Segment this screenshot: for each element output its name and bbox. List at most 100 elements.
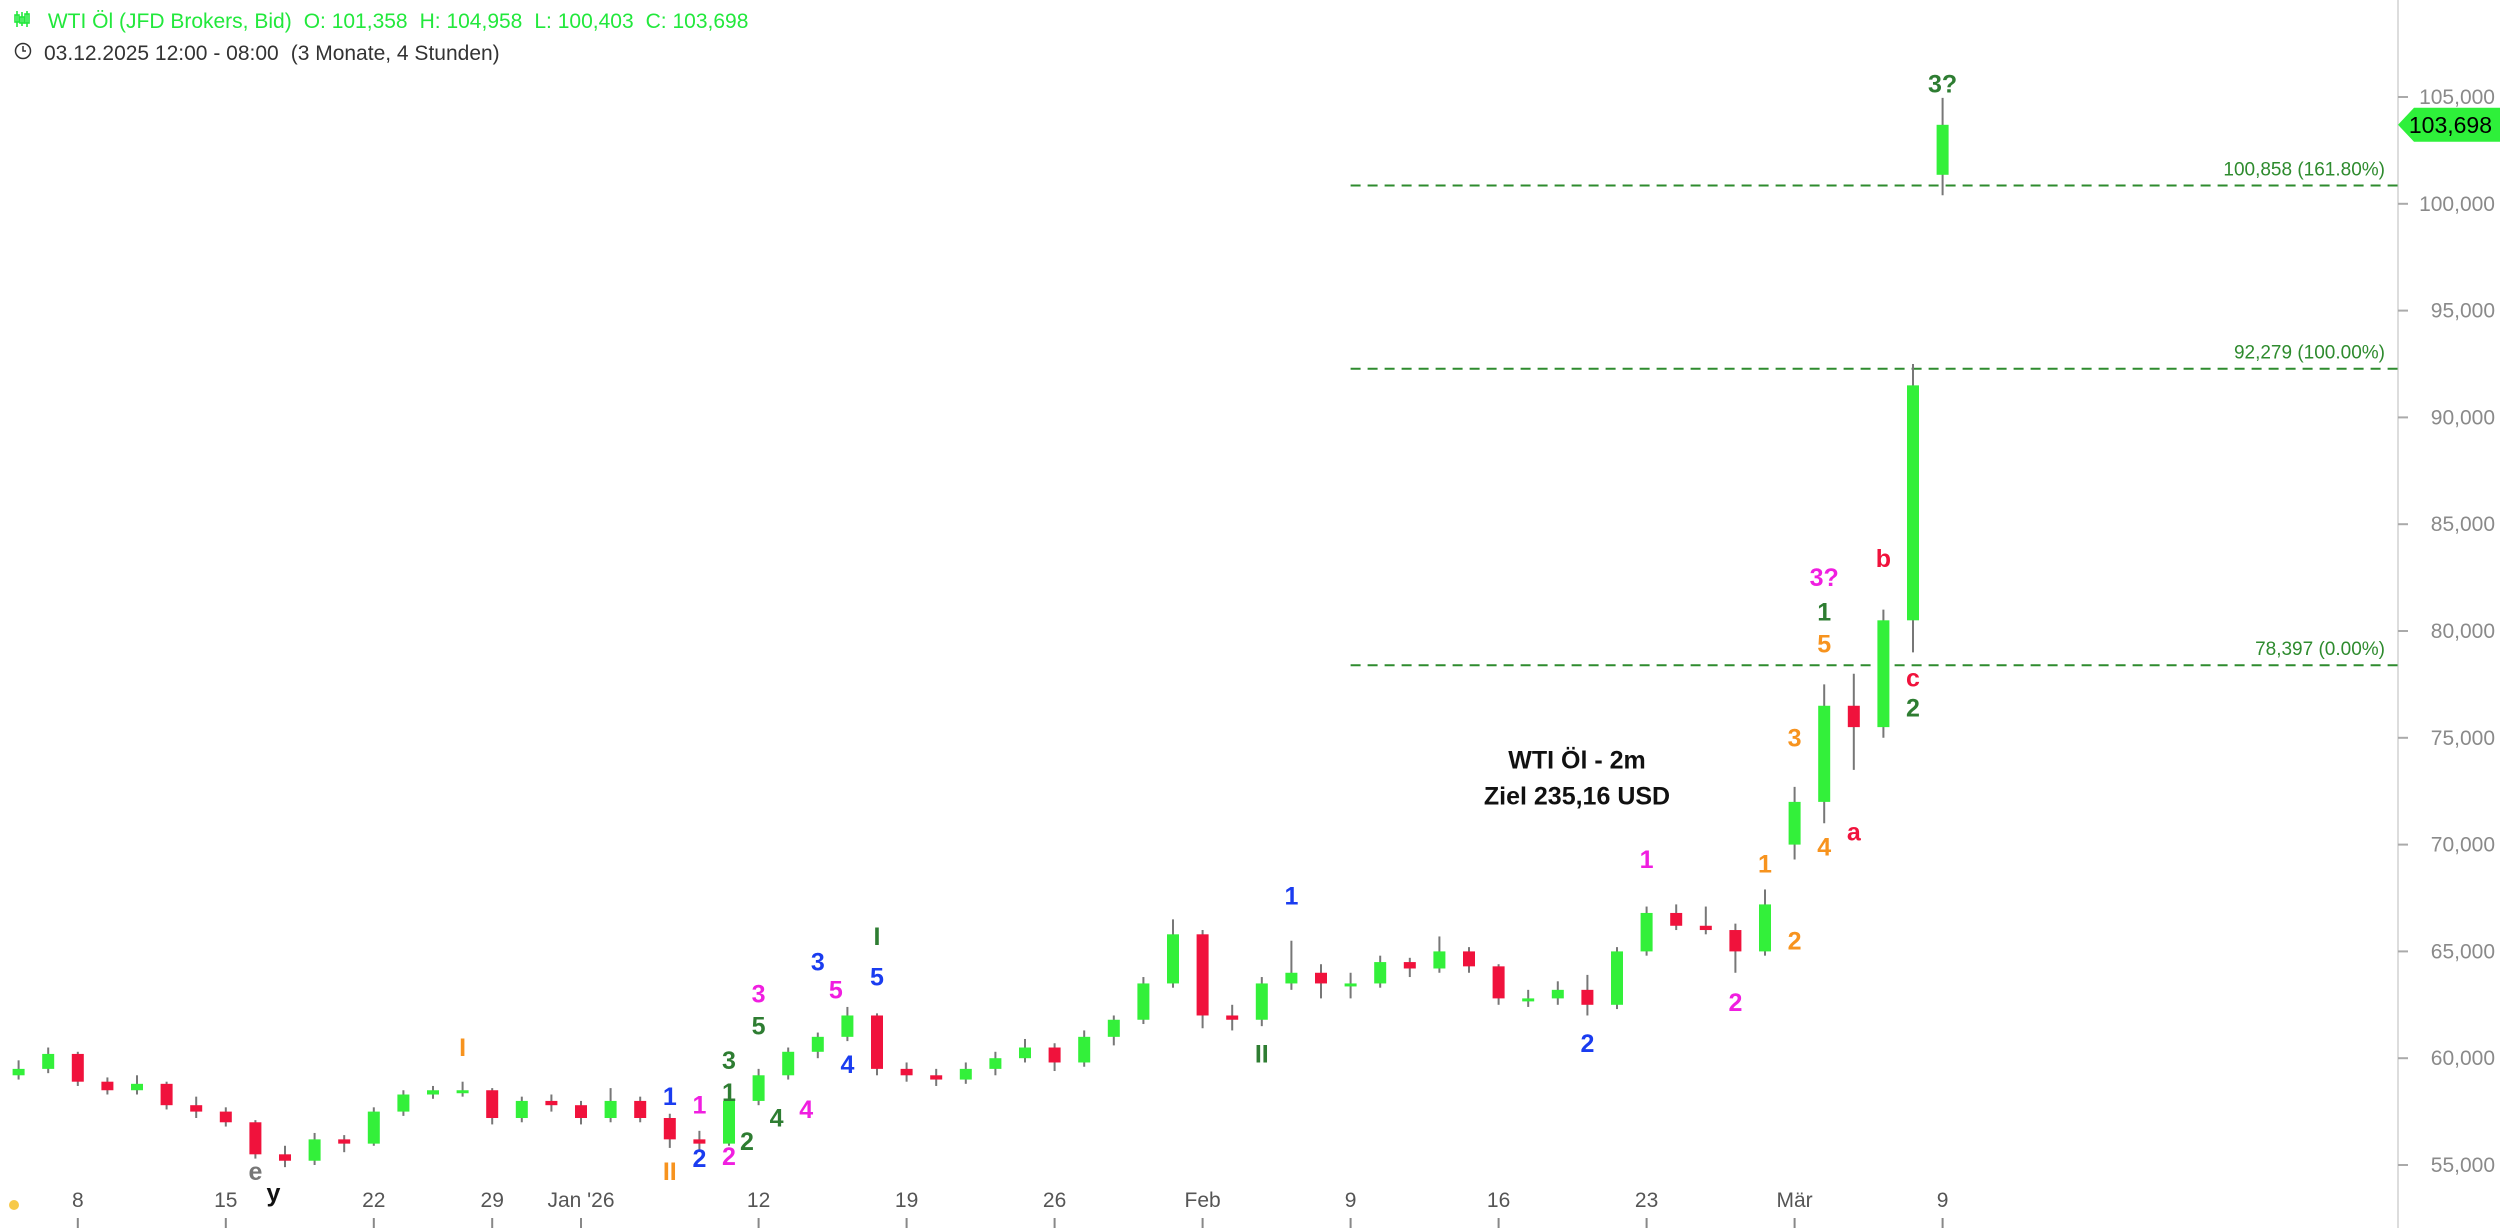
ohlc-low: L: 100,403 xyxy=(534,10,634,33)
candle-body xyxy=(42,1053,55,1069)
wave-label: 3 xyxy=(722,1047,736,1075)
wave-label: 1 xyxy=(663,1083,677,1111)
y-tick-label: 85,000 xyxy=(2431,513,2495,536)
fib-level-label: 100,858 (161.80%) xyxy=(2223,159,2385,180)
candle-body xyxy=(486,1090,499,1119)
wave-label: 5 xyxy=(1817,630,1831,658)
candle-body xyxy=(1847,705,1860,728)
wave-label: c xyxy=(1906,665,1920,693)
x-tick-label: Feb xyxy=(1185,1189,1221,1212)
wave-label: 3 xyxy=(1788,724,1802,752)
candle-body xyxy=(249,1122,262,1155)
x-tick-label: 8 xyxy=(72,1189,84,1212)
candle-body xyxy=(1492,966,1505,999)
wave-label: II xyxy=(1255,1040,1269,1068)
candle-body xyxy=(1907,385,1919,621)
wave-label: I xyxy=(874,923,881,951)
wave-label: 1 xyxy=(692,1092,706,1120)
candle-body xyxy=(723,1100,735,1144)
wave-label: 1 xyxy=(1284,882,1298,910)
candle-body xyxy=(190,1105,203,1112)
wave-label: 2 xyxy=(692,1145,706,1173)
candle-body xyxy=(989,1058,1002,1069)
candle-body xyxy=(663,1118,676,1140)
candle-body xyxy=(1167,934,1179,984)
wave-label: a xyxy=(1847,818,1862,846)
candle-body xyxy=(160,1083,173,1106)
candle-body xyxy=(1226,1015,1239,1020)
candle-body xyxy=(1759,904,1771,952)
candle-body xyxy=(1285,972,1298,984)
candle-body xyxy=(1374,962,1387,984)
fib-level-label: 92,279 (100.00%) xyxy=(2234,343,2385,364)
y-tick-label: 100,000 xyxy=(2419,193,2495,216)
candle-body xyxy=(1463,951,1475,967)
y-tick-label: 105,000 xyxy=(2419,86,2495,109)
candle-body xyxy=(279,1154,291,1161)
y-tick-label: 70,000 xyxy=(2431,834,2495,857)
y-tick-label: 55,000 xyxy=(2431,1154,2495,1177)
candle-body xyxy=(1078,1036,1091,1063)
candle-body xyxy=(1137,983,1150,1020)
candle-body xyxy=(1551,989,1564,999)
candle-body xyxy=(545,1100,558,1106)
x-tick-label: 9 xyxy=(1345,1189,1357,1212)
candle-body xyxy=(841,1015,854,1037)
candle-body xyxy=(752,1075,765,1101)
candle-body xyxy=(1670,912,1683,926)
wave-label: 2 xyxy=(1728,989,1742,1017)
candle-body xyxy=(1877,620,1890,728)
y-tick-label: 75,000 xyxy=(2431,727,2495,750)
x-tick-label: 23 xyxy=(1635,1189,1658,1212)
candle-body xyxy=(1433,951,1446,969)
candle-body xyxy=(811,1036,824,1052)
wave-label: 3 xyxy=(811,949,825,977)
wave-label: 4 xyxy=(1817,833,1831,861)
note-target: Ziel 235,16 USD xyxy=(1484,783,1670,811)
y-tick-label: 95,000 xyxy=(2431,300,2495,323)
candle-body xyxy=(308,1139,321,1161)
candle-body xyxy=(959,1068,972,1080)
clock-icon xyxy=(14,42,32,65)
ohlc-open: O: 101,358 xyxy=(303,10,408,33)
ohlc-high: H: 104,958 xyxy=(419,10,523,33)
wave-label: 2 xyxy=(740,1128,754,1156)
wave-label: 5 xyxy=(870,964,884,992)
candle-body xyxy=(1581,989,1594,1005)
wave-label: 3? xyxy=(1928,71,1957,99)
wave-label: 2 xyxy=(1788,927,1802,955)
x-tick-label: 26 xyxy=(1043,1189,1066,1212)
candle-body xyxy=(693,1139,706,1144)
ohlc-close: C: 103,698 xyxy=(645,10,749,33)
candle-body xyxy=(634,1100,647,1119)
candle-body xyxy=(900,1068,913,1076)
candle-body xyxy=(367,1111,380,1144)
candle-body xyxy=(219,1111,232,1123)
wave-label: 2 xyxy=(1580,1030,1594,1058)
candle-body xyxy=(604,1100,617,1119)
candle-body xyxy=(338,1139,351,1144)
candle-body xyxy=(101,1081,114,1091)
last-price-tag xyxy=(2398,107,2500,142)
x-tick-label: 19 xyxy=(895,1189,918,1212)
candle-body xyxy=(1048,1047,1061,1063)
candle-body xyxy=(1403,962,1416,969)
candle-body xyxy=(1107,1019,1120,1037)
wave-label: 4 xyxy=(799,1096,813,1124)
x-tick-label: 15 xyxy=(214,1189,237,1212)
candle-body xyxy=(71,1053,84,1082)
candle-body xyxy=(1788,801,1801,845)
symbol-name[interactable]: WTI Öl (JFD Brokers, Bid) xyxy=(47,10,292,33)
chart-header: WTI Öl (JFD Brokers, Bid) O: 101,358 H: 10… xyxy=(14,10,760,34)
candle-body xyxy=(1019,1047,1031,1059)
candle-body xyxy=(1611,951,1623,1005)
candle-body xyxy=(575,1105,587,1119)
fib-level-label: 78,397 (0.00%) xyxy=(2255,639,2385,660)
candle-body xyxy=(397,1094,410,1112)
candle-body xyxy=(1729,930,1742,952)
candle-body xyxy=(1344,983,1357,987)
wave-label: 1 xyxy=(1817,598,1831,626)
period: (3 Monate, 4 Stunden) xyxy=(290,42,500,65)
wave-label: 1 xyxy=(1640,846,1654,874)
